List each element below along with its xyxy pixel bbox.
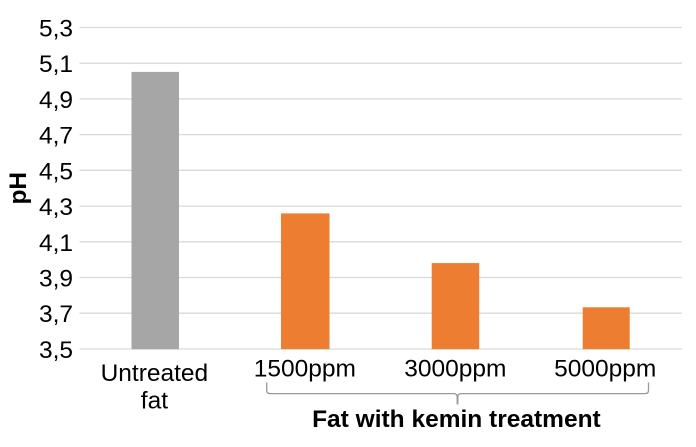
svg-text:3,9: 3,9	[39, 266, 73, 293]
svg-text:fat: fat	[141, 388, 168, 415]
svg-text:4,7: 4,7	[39, 123, 73, 150]
svg-text:1500ppm: 1500ppm	[254, 356, 356, 383]
svg-text:4,3: 4,3	[39, 194, 73, 221]
svg-text:4,5: 4,5	[39, 158, 73, 185]
svg-text:5,3: 5,3	[39, 16, 73, 43]
svg-text:Untreated: Untreated	[101, 360, 209, 387]
svg-text:5,1: 5,1	[39, 51, 73, 78]
svg-text:4,1: 4,1	[39, 230, 73, 257]
svg-text:Fat with kemin treatment: Fat with kemin treatment	[312, 406, 601, 433]
svg-text:5000ppm: 5000ppm	[554, 356, 656, 383]
svg-text:3,7: 3,7	[39, 301, 73, 328]
svg-text:3,5: 3,5	[39, 337, 73, 364]
svg-text:3000ppm: 3000ppm	[404, 356, 506, 383]
svg-text:4,9: 4,9	[39, 87, 73, 114]
svg-text:pH: pH	[5, 172, 32, 205]
